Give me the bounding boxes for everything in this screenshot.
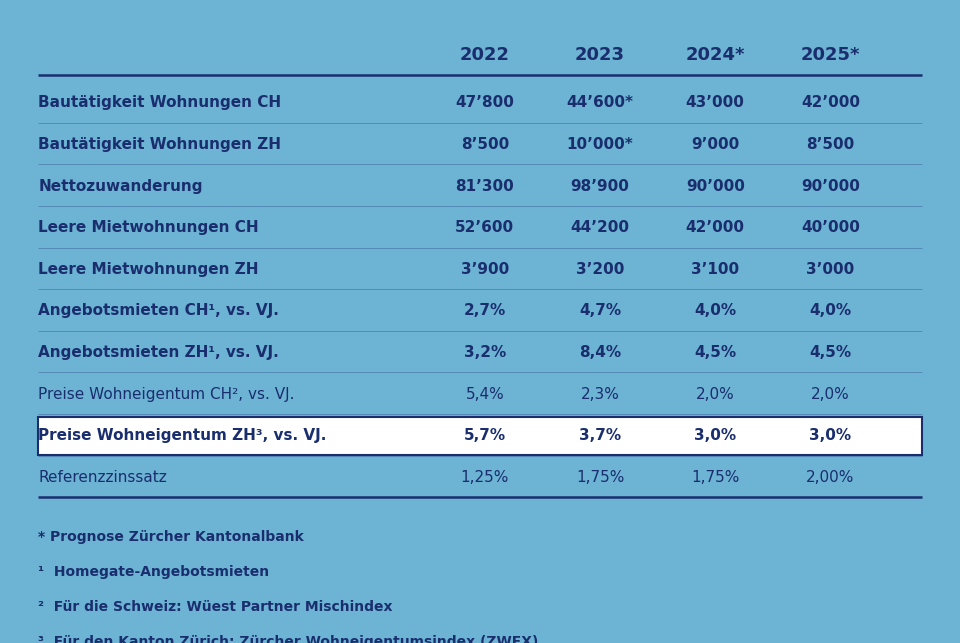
Text: 43’000: 43’000: [685, 95, 745, 111]
Text: ²  Für die Schweiz: Wüest Partner Mischindex: ² Für die Schweiz: Wüest Partner Mischin…: [38, 600, 393, 614]
Text: Preise Wohneigentum CH², vs. VJ.: Preise Wohneigentum CH², vs. VJ.: [38, 386, 295, 402]
Text: 3’100: 3’100: [691, 262, 739, 276]
Text: Preise Wohneigentum ZH³, vs. VJ.: Preise Wohneigentum ZH³, vs. VJ.: [38, 428, 326, 443]
Text: 8’500: 8’500: [806, 137, 854, 152]
Text: 44’200: 44’200: [570, 220, 630, 235]
Text: 4,5%: 4,5%: [809, 345, 852, 360]
Text: 2,0%: 2,0%: [811, 386, 850, 402]
Text: 40’000: 40’000: [801, 220, 860, 235]
Text: 3’000: 3’000: [806, 262, 854, 276]
Text: 42’000: 42’000: [685, 220, 745, 235]
Text: 98’900: 98’900: [570, 179, 630, 194]
Text: 4,5%: 4,5%: [694, 345, 736, 360]
Text: Leere Mietwohnungen ZH: Leere Mietwohnungen ZH: [38, 262, 259, 276]
Text: 3,7%: 3,7%: [579, 428, 621, 443]
Text: 2,3%: 2,3%: [581, 386, 619, 402]
Text: Angebotsmieten CH¹, vs. VJ.: Angebotsmieten CH¹, vs. VJ.: [38, 303, 279, 318]
Text: 52’600: 52’600: [455, 220, 515, 235]
Text: Nettozuwanderung: Nettozuwanderung: [38, 179, 203, 194]
Text: 2022: 2022: [460, 46, 510, 64]
Text: 3’200: 3’200: [576, 262, 624, 276]
Text: 9’000: 9’000: [691, 137, 739, 152]
Text: 2023: 2023: [575, 46, 625, 64]
Text: 90’000: 90’000: [801, 179, 860, 194]
Text: 5,4%: 5,4%: [466, 386, 504, 402]
Text: 4,7%: 4,7%: [579, 303, 621, 318]
Text: 1,25%: 1,25%: [461, 470, 509, 485]
Text: Bautätigkeit Wohnungen CH: Bautätigkeit Wohnungen CH: [38, 95, 281, 111]
Text: 2024*: 2024*: [685, 46, 745, 64]
Text: 2025*: 2025*: [801, 46, 860, 64]
Text: Referenzzinssatz: Referenzzinssatz: [38, 470, 167, 485]
Text: 4,0%: 4,0%: [694, 303, 736, 318]
FancyBboxPatch shape: [38, 417, 922, 455]
Text: Angebotsmieten ZH¹, vs. VJ.: Angebotsmieten ZH¹, vs. VJ.: [38, 345, 279, 360]
Text: 2,00%: 2,00%: [806, 470, 854, 485]
Text: 3,0%: 3,0%: [694, 428, 736, 443]
Text: 4,0%: 4,0%: [809, 303, 852, 318]
Text: 2,7%: 2,7%: [464, 303, 506, 318]
Text: 42’000: 42’000: [801, 95, 860, 111]
Text: 1,75%: 1,75%: [691, 470, 739, 485]
Text: * Prognose Zürcher Kantonalbank: * Prognose Zürcher Kantonalbank: [38, 530, 304, 544]
Text: 8,4%: 8,4%: [579, 345, 621, 360]
Text: 3,2%: 3,2%: [464, 345, 506, 360]
Text: Bautätigkeit Wohnungen ZH: Bautätigkeit Wohnungen ZH: [38, 137, 281, 152]
Text: 1,75%: 1,75%: [576, 470, 624, 485]
Text: ³  Für den Kanton Zürich: Zürcher Wohneigentumsindex (ZWEX): ³ Für den Kanton Zürich: Zürcher Wohneig…: [38, 635, 539, 643]
Text: 5,7%: 5,7%: [464, 428, 506, 443]
Text: 10’000*: 10’000*: [566, 137, 634, 152]
Text: 8’500: 8’500: [461, 137, 509, 152]
Text: 47’800: 47’800: [455, 95, 515, 111]
Text: 2,0%: 2,0%: [696, 386, 734, 402]
Text: Leere Mietwohnungen CH: Leere Mietwohnungen CH: [38, 220, 259, 235]
Text: 44’600*: 44’600*: [566, 95, 634, 111]
Text: 90’000: 90’000: [685, 179, 745, 194]
Text: ¹  Homegate-Angebotsmieten: ¹ Homegate-Angebotsmieten: [38, 565, 270, 579]
Text: 81’300: 81’300: [455, 179, 515, 194]
Text: 3’900: 3’900: [461, 262, 509, 276]
Text: 3,0%: 3,0%: [809, 428, 852, 443]
